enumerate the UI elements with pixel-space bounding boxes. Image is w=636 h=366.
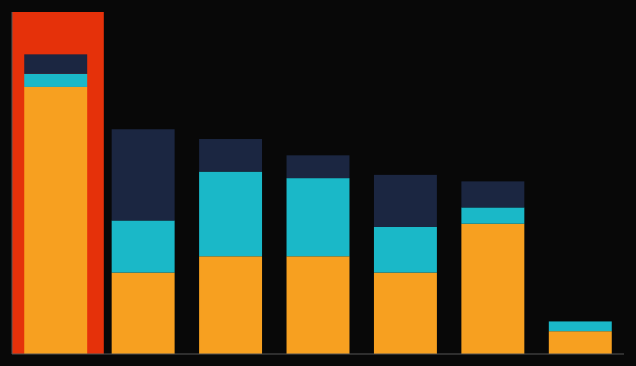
- bar-segment: [112, 129, 175, 220]
- bar-segment: [287, 178, 350, 256]
- bar-segment: [199, 172, 262, 257]
- bar-segment: [461, 181, 524, 207]
- bar-segment: [199, 256, 262, 354]
- bar-segment: [374, 273, 437, 354]
- chart-svg: [0, 0, 636, 366]
- bar-segment: [24, 87, 87, 354]
- bar-segment: [549, 321, 612, 331]
- highlight-panel: [12, 12, 104, 354]
- bar-segment: [287, 155, 350, 178]
- bar-segment: [461, 224, 524, 354]
- bar-segment: [374, 227, 437, 273]
- bar-segment: [549, 331, 612, 354]
- bar-segment: [112, 220, 175, 272]
- bar-segment: [549, 321, 612, 322]
- bar-segment: [24, 54, 87, 74]
- plot-area: [12, 12, 612, 354]
- background: [0, 0, 636, 366]
- bar-segment: [199, 139, 262, 172]
- bar-segment: [461, 207, 524, 223]
- bar-segment: [287, 256, 350, 354]
- y-axis-line: [12, 12, 13, 354]
- bar-segment: [24, 74, 87, 87]
- bar-segment: [374, 175, 437, 227]
- x-axis-line: [12, 354, 624, 355]
- bar-segment: [112, 273, 175, 354]
- chart-container: [0, 0, 636, 366]
